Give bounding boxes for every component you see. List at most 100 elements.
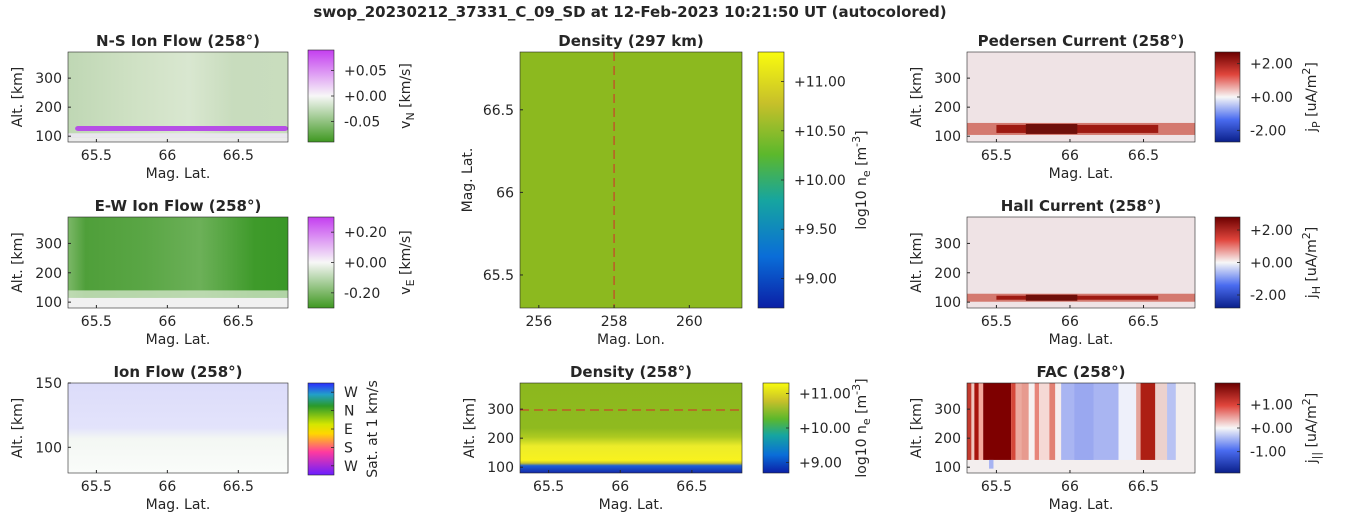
y-tick-label: 100 [35, 129, 62, 145]
panel-title: E-W Ion Flow (258°) [95, 197, 262, 215]
heatmap-current-peak [1025, 294, 1078, 301]
colorbar-label: vE​ [km/s] [398, 230, 417, 294]
x-tick-label: 66 [158, 479, 176, 495]
fac-stripe [1140, 383, 1156, 460]
colorbar [307, 49, 335, 143]
fac-stripe [1011, 383, 1016, 460]
colorbar-label: Sat. at 1 km/s [365, 380, 381, 478]
y-axis-label: Alt. [km] [909, 398, 925, 459]
colorbar-tick-label: +9.00 [799, 456, 842, 472]
panel-hall: 65.5 66 66.5 100 200 300 Hall Current (258°) Ma… [909, 197, 1323, 348]
panel-ns_flow: 65.5 66 66.5 100 200 300 N-S Ion Flow (258°) Ma… [10, 32, 417, 182]
fac-stripe [1055, 383, 1062, 460]
colorbar-tick-label: -1.00 [1250, 445, 1286, 461]
x-tick-label: 66.5 [1128, 148, 1159, 164]
colorbar-label: jP​ [uA/m2​] [1300, 62, 1323, 133]
y-axis-label: Alt. [km] [909, 67, 925, 128]
fac-stripe [978, 383, 984, 460]
x-tick-label: 65.5 [533, 479, 564, 495]
heatmap-image [967, 217, 1195, 308]
x-tick-label: 66 [1061, 314, 1079, 330]
x-axis-label: Mag. Lat. [146, 166, 211, 182]
x-tick-label: 66 [1061, 479, 1079, 495]
y-tick-label: 65.5 [483, 268, 514, 284]
colorbar-tick-label: +0.00 [1250, 90, 1293, 106]
colorbar-label: log10 ne​ [m-3​] [850, 130, 873, 229]
y-axis-label: Alt. [km] [10, 67, 26, 128]
heatmap-image [520, 52, 742, 308]
colorbar-label: j||​ [uA/m2​] [1300, 393, 1323, 465]
x-tick-label: 66.5 [676, 479, 707, 495]
x-tick-label: 260 [676, 314, 703, 330]
x-tick-label: 66.5 [223, 314, 254, 330]
colorbar-tick-label: +2.00 [1250, 223, 1293, 239]
x-axis-label: Mag. Lat. [1049, 332, 1114, 348]
colorbar-tick-label: +0.00 [1250, 256, 1293, 272]
colorbar-tick-label: -2.00 [1250, 123, 1286, 139]
colorbar-tick-label: N [344, 404, 354, 420]
x-axis-label: Mag. Lat. [146, 497, 211, 513]
heatmap-e-region-band [68, 290, 288, 298]
colorbar-tick-label: -2.00 [1250, 288, 1286, 304]
heatmap-image [520, 383, 742, 473]
y-tick-label: 100 [35, 295, 62, 311]
y-tick-label: 200 [35, 266, 62, 282]
fac-stripe [974, 383, 979, 460]
fac-stripe [1034, 383, 1040, 460]
heatmap-low-band [68, 133, 288, 138]
y-axis-label: Alt. [km] [10, 232, 26, 293]
x-tick-label: 66.5 [1128, 314, 1159, 330]
panel-ion_flow: 65.5 66 66.5 100 150 Ion Flow (258°) Mag. Lat.… [10, 363, 381, 513]
colorbar-tick-label: +10.00 [794, 173, 846, 189]
colorbar-tick-label: +2.00 [1250, 57, 1293, 73]
colorbar-tick-label: +9.50 [794, 222, 837, 238]
fac-low-stripe [989, 459, 994, 469]
colorbar-label: vN​ [km/s] [398, 63, 417, 129]
y-tick-label: 300 [35, 71, 62, 87]
x-tick-label: 65.5 [981, 148, 1012, 164]
axes-frame [519, 382, 743, 474]
panel-ew_flow: 65.5 66 66.5 100 200 300 E-W Ion Flow (258°) Ma… [10, 197, 417, 348]
panel-title: N-S Ion Flow (258°) [96, 32, 260, 50]
axes-frame [966, 216, 1196, 309]
fac-stripe [1021, 383, 1029, 460]
x-tick-label: 66 [611, 479, 629, 495]
colorbar-tick-label: +0.00 [344, 256, 387, 272]
fac-stripe [1136, 383, 1141, 460]
panels-container: 65.5 66 66.5 100 200 300 N-S Ion Flow (258°) Ma… [10, 32, 1323, 513]
y-tick-label: 200 [487, 431, 514, 447]
fac-stripe [967, 383, 972, 460]
colorbar [1214, 216, 1241, 309]
y-tick-label: 100 [934, 460, 961, 476]
x-tick-label: 66 [1061, 148, 1079, 164]
y-axis-label: Mag. Lat. [460, 148, 476, 213]
panel-title: Pedersen Current (258°) [978, 32, 1185, 50]
fac-stripe [1155, 383, 1168, 460]
x-tick-label: 65.5 [981, 314, 1012, 330]
colorbar-tick-label: +0.00 [1250, 421, 1293, 437]
colorbar [307, 216, 335, 309]
x-tick-label: 66.5 [1128, 479, 1159, 495]
colorbar [307, 382, 335, 476]
x-axis-label: Mag. Lat. [599, 497, 664, 513]
colorbar [1214, 51, 1241, 143]
x-tick-label: 256 [525, 314, 552, 330]
heatmap-current-peak [1025, 123, 1078, 134]
colorbar-tick-label: +11.00 [794, 75, 846, 91]
y-axis-label: Alt. [km] [462, 398, 478, 459]
panel-title: FAC (258°) [1037, 363, 1126, 381]
y-tick-label: 100 [934, 129, 961, 145]
heatmap-bottom-band [68, 137, 288, 142]
colorbar-tick-label: +10.00 [799, 421, 851, 437]
fac-stripe [1039, 383, 1050, 460]
y-tick-label: 200 [35, 100, 62, 116]
y-axis-label: Alt. [km] [909, 232, 925, 293]
colorbar-tick-label: W [344, 459, 358, 475]
colorbar-tick-label: +1.00 [1250, 397, 1293, 413]
colorbar-tick-label: +10.50 [794, 124, 846, 140]
fac-stripe [983, 383, 1012, 460]
y-tick-label: 200 [934, 100, 961, 116]
y-tick-label: 300 [487, 402, 514, 418]
colorbar-tick-label: +11.00 [799, 386, 851, 402]
